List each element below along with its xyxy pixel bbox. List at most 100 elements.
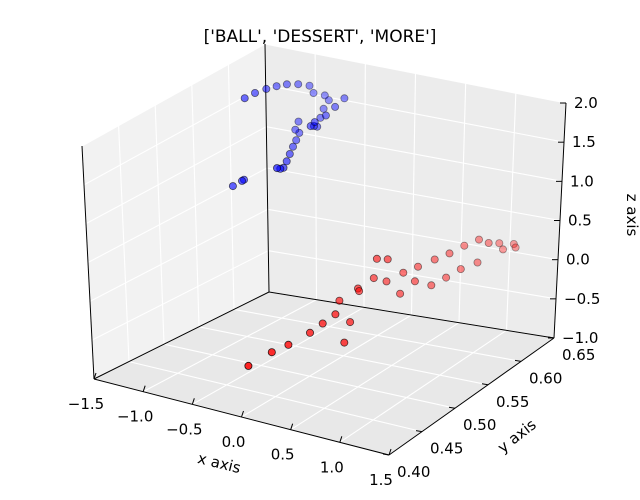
- x-tick-label: −1.5: [68, 395, 104, 413]
- back-pane: [265, 44, 566, 338]
- grid-z-back: [267, 208, 559, 261]
- data-point: [318, 319, 327, 328]
- x-axis-label: x axis: [196, 449, 243, 477]
- data-point: [294, 117, 303, 126]
- z-tick-label: −0.5: [564, 290, 600, 308]
- x-tick-label: 0.0: [222, 433, 246, 451]
- data-point: [413, 262, 422, 271]
- x-tick-label: −0.5: [166, 420, 202, 438]
- data-point: [399, 268, 408, 277]
- data-point: [346, 318, 355, 327]
- data-point: [396, 289, 405, 298]
- floor-left-edge: [93, 291, 270, 380]
- grid-z-left: [83, 84, 266, 186]
- x-tick-label: −1.0: [117, 408, 153, 426]
- data-point: [331, 102, 340, 111]
- data-point: [369, 274, 378, 283]
- y-axis-line: [388, 337, 555, 456]
- x-tick-label: 1.5: [369, 471, 393, 489]
- y-tick-label: 0.65: [562, 346, 595, 364]
- grid-z-back: [265, 84, 565, 143]
- data-point: [282, 80, 291, 89]
- data-point: [427, 281, 436, 290]
- y-tick-mark: [481, 383, 489, 386]
- y-tick-mark: [514, 359, 522, 362]
- x-tick-mark: [191, 398, 195, 405]
- y-tick-mark: [448, 406, 456, 409]
- data-point: [320, 91, 329, 100]
- data-point: [382, 277, 391, 286]
- data-point: [316, 113, 325, 122]
- data-point: [240, 94, 249, 103]
- grid-y-floor: [163, 343, 456, 409]
- series-0: [228, 80, 349, 191]
- data-point: [321, 111, 330, 120]
- grid-z-back: [264, 43, 567, 104]
- data-point: [305, 81, 314, 90]
- x-tick-label: 0.5: [271, 446, 295, 464]
- grid-y-floor: [128, 361, 423, 433]
- axes-panes: [82, 44, 566, 455]
- data-point: [474, 235, 483, 244]
- data-point: [410, 277, 419, 286]
- grid-z-left: [81, 43, 266, 147]
- z-tick-label: 2.0: [574, 94, 598, 112]
- data-point: [228, 182, 237, 191]
- data-point: [340, 338, 349, 347]
- floor-pane: [94, 292, 554, 455]
- z-tick-label: 1.0: [570, 172, 594, 190]
- grid-x-floor: [142, 299, 317, 393]
- left-pane: [82, 44, 269, 379]
- grid-x-floor: [339, 329, 507, 443]
- data-point: [324, 96, 333, 105]
- data-point: [383, 255, 392, 264]
- grid-z-back: [266, 167, 561, 222]
- data-point: [288, 142, 297, 151]
- data-point: [430, 255, 439, 264]
- grid-x-floor: [290, 322, 460, 431]
- x-tick-mark: [388, 448, 392, 456]
- data-point: [445, 249, 454, 258]
- x-tick-mark: [241, 410, 244, 418]
- z-axis-label: z axis: [623, 194, 640, 237]
- x-tick-mark: [290, 423, 294, 430]
- floor-back-edge: [268, 291, 555, 339]
- data-point: [498, 245, 507, 254]
- data-points: [228, 80, 520, 370]
- data-point: [372, 254, 381, 263]
- data-point: [284, 340, 293, 349]
- data-point: [355, 287, 364, 296]
- grid-z-left: [89, 208, 268, 302]
- data-point: [305, 328, 314, 337]
- data-point: [244, 361, 253, 370]
- data-point: [456, 265, 465, 274]
- data-point: [495, 239, 504, 248]
- y-tick-mark: [382, 453, 390, 456]
- z-tick-label: −1.0: [562, 329, 598, 347]
- y-tick-label: 0.55: [496, 393, 529, 411]
- data-point: [272, 82, 281, 91]
- data-point: [272, 164, 281, 173]
- y-tick-label: 0.60: [529, 369, 562, 387]
- grid-z-left: [91, 250, 269, 341]
- grid-z-back: [268, 250, 557, 300]
- data-point: [291, 125, 300, 134]
- data-point: [340, 94, 349, 103]
- data-point: [294, 80, 303, 89]
- data-point: [335, 296, 344, 305]
- data-point: [442, 273, 451, 282]
- x-tick-mark: [339, 436, 343, 443]
- data-point: [292, 136, 301, 145]
- axes-ticks: −1.5−1.0−0.50.00.51.01.5 0.400.450.500.55…: [68, 94, 601, 489]
- chart-title: ['BALL', 'DESSERT', 'MORE']: [204, 27, 437, 47]
- grid-x-floor: [192, 306, 365, 405]
- left-front-edge: [81, 145, 95, 380]
- data-point: [484, 238, 493, 247]
- data-point: [511, 243, 520, 252]
- y-tick-label: 0.40: [397, 463, 430, 481]
- grid-y-floor: [233, 308, 522, 362]
- data-point: [267, 348, 276, 357]
- data-point: [310, 118, 319, 127]
